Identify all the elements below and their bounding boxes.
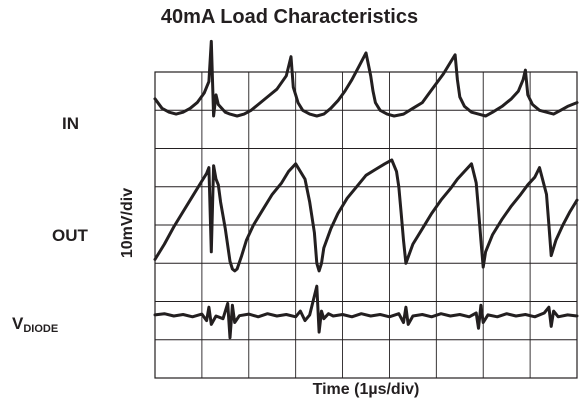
traces bbox=[153, 39, 579, 340]
channel-label-out: OUT bbox=[52, 226, 88, 246]
trace-out bbox=[153, 158, 579, 273]
channel-label-vdiode-text: V bbox=[12, 314, 24, 333]
channel-label-out-text: OUT bbox=[52, 226, 88, 245]
chart-title: 40mA Load Characteristics bbox=[160, 6, 419, 28]
channel-label-vdiode-subscript: DIODE bbox=[23, 323, 59, 335]
grid bbox=[154, 71, 578, 379]
channel-label-vdiode: VDIODE bbox=[12, 314, 59, 335]
channel-label-in: IN bbox=[62, 114, 79, 134]
channel-label-in-text: IN bbox=[62, 114, 79, 133]
trace-vdiode bbox=[153, 284, 579, 340]
trace-in bbox=[153, 39, 579, 118]
x-axis-label: Time (1µs/div) bbox=[312, 381, 420, 398]
